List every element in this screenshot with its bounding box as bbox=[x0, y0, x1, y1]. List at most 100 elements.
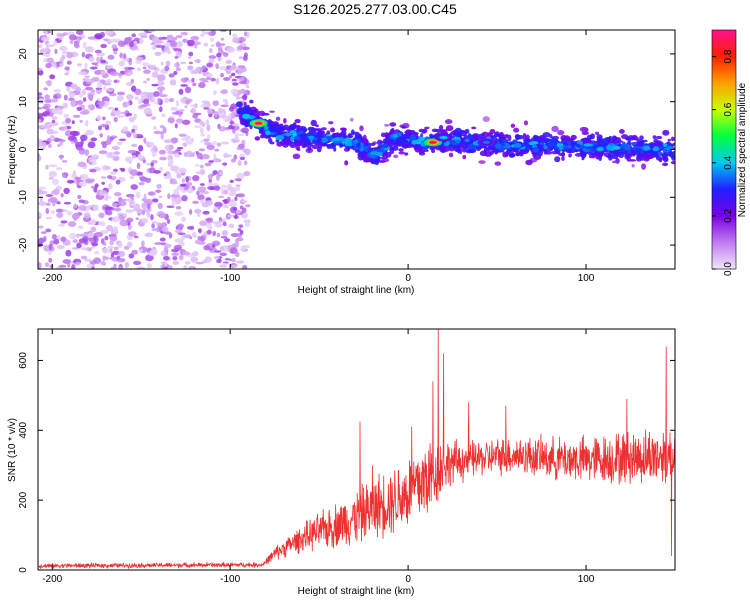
spectrogram-noise-cell bbox=[144, 178, 152, 183]
spectrogram-signal-cell bbox=[507, 134, 512, 141]
spectrogram-signal-cell bbox=[667, 138, 671, 142]
spectrogram-signal-cell bbox=[508, 151, 516, 158]
spectrogram-noise-cell bbox=[135, 60, 142, 65]
spectrogram-noise-cell bbox=[144, 232, 153, 238]
spectrogram-noise-cell bbox=[184, 140, 193, 145]
spectrogram-noise-cell bbox=[70, 83, 76, 89]
spectrogram-signal-cell bbox=[429, 145, 435, 151]
spectrogram-noise-cell bbox=[68, 34, 77, 41]
spectrogram-noise-cell bbox=[50, 61, 57, 68]
spectrogram-noise-cell bbox=[240, 245, 247, 252]
spectrogram-signal-cell bbox=[603, 152, 611, 157]
spectrogram-noise-cell bbox=[66, 52, 74, 59]
spectrogram-signal-cell bbox=[568, 153, 572, 158]
x-tick-label: -100 bbox=[220, 574, 240, 585]
spectrogram-noise-cell bbox=[49, 135, 56, 141]
spectrogram-noise-cell bbox=[51, 119, 56, 124]
spectrogram-ridge-cell bbox=[449, 139, 454, 145]
spectrogram-noise-cell bbox=[175, 149, 181, 152]
spectrogram-signal-cell bbox=[574, 153, 583, 157]
spectrogram-noise-cell bbox=[115, 179, 121, 185]
spectrogram-noise-cell bbox=[127, 149, 137, 154]
spectrogram-noise-cell bbox=[135, 56, 144, 61]
spectrogram-noise-cell bbox=[225, 70, 231, 74]
spectrogram-noise-cell bbox=[178, 167, 187, 174]
spectrogram-signal-cell bbox=[298, 125, 307, 130]
spectrogram-noise-cell bbox=[220, 184, 228, 189]
spectrogram-noise-cell bbox=[78, 181, 87, 187]
spectrogram-noise-cell bbox=[234, 132, 239, 138]
spectrogram-noise-cell bbox=[138, 248, 143, 253]
spectrogram-signal-cell bbox=[489, 150, 495, 155]
spectrogram-noise-cell bbox=[128, 61, 133, 66]
spectrogram-noise-cell bbox=[220, 188, 224, 195]
spectrogram-noise-cell bbox=[169, 181, 178, 185]
spectrogram-noise-cell bbox=[157, 223, 163, 227]
spectrogram-noise-cell bbox=[197, 194, 205, 201]
colorbar-gradient bbox=[711, 29, 737, 270]
spectrogram-noise-cell bbox=[238, 133, 245, 137]
spectrogram-noise-cell bbox=[141, 218, 149, 224]
spectrogram-noise-cell bbox=[73, 203, 78, 209]
spectrogram-noise-cell bbox=[63, 187, 70, 195]
spectrogram-noise-cell bbox=[72, 114, 81, 118]
spectrogram-noise-cell bbox=[44, 262, 50, 268]
spectrogram-signal-cell bbox=[468, 147, 477, 154]
spectrogram-noise-cell bbox=[151, 71, 159, 78]
spectrogram-signal-cell bbox=[626, 157, 632, 162]
spectrogram-noise-cell bbox=[184, 99, 191, 105]
y-tick-label: 200 bbox=[18, 491, 29, 508]
spectrogram-noise-cell bbox=[175, 50, 182, 58]
spectrogram-noise-cell bbox=[159, 213, 166, 219]
spectrogram-noise-cell bbox=[203, 138, 210, 142]
spectrogram-noise-cell bbox=[80, 173, 89, 181]
spectrogram-noise-cell bbox=[163, 255, 170, 261]
spectrogram-noise-cell bbox=[170, 40, 177, 48]
spectrogram-noise-cell bbox=[57, 224, 65, 227]
spectrogram-signal-cell bbox=[513, 127, 520, 133]
spectrogram-noise-cell bbox=[131, 128, 136, 133]
spectrogram-noise-cell bbox=[239, 205, 244, 210]
spectrogram-noise-cell bbox=[76, 177, 80, 184]
spectrogram-signal-cell bbox=[438, 125, 444, 130]
spectrogram-noise-cell bbox=[114, 109, 122, 116]
spectrogram-noise-cell bbox=[117, 242, 123, 248]
spectrogram-noise-cell bbox=[245, 84, 250, 89]
spectrogram-signal-cell bbox=[393, 154, 399, 159]
spectrogram-noise-cell bbox=[160, 133, 164, 140]
spectrogram-signal-cell bbox=[533, 135, 540, 139]
spectrogram-noise-cell bbox=[159, 88, 163, 95]
spectrogram-noise-cell bbox=[77, 161, 87, 168]
spectrogram-signal-cell bbox=[611, 160, 619, 164]
spectrogram-signal-cell bbox=[588, 155, 594, 159]
spectrogram-noise-cell bbox=[151, 228, 160, 232]
spectrogram-noise-cell bbox=[61, 174, 67, 178]
spectrogram-noise-cell bbox=[237, 160, 242, 167]
spectrogram-noise-cell bbox=[64, 66, 70, 71]
spectrogram-noise-cell bbox=[59, 62, 64, 68]
spectrogram-noise-cell bbox=[94, 183, 99, 188]
spectrogram-signal-cell bbox=[655, 135, 663, 140]
spectrogram-noise-cell bbox=[40, 231, 47, 234]
x-tick-label: 100 bbox=[578, 273, 595, 284]
spectrogram-signal-cell bbox=[525, 134, 530, 141]
spectrogram-signal-cell bbox=[246, 120, 250, 124]
spectrogram-noise-cell bbox=[66, 210, 73, 216]
spectrogram-signal-cell bbox=[297, 148, 301, 152]
spectrogram-noise-cell bbox=[47, 123, 56, 126]
spectrogram-noise-cell bbox=[233, 154, 238, 161]
spectrogram-noise-cell bbox=[63, 113, 70, 119]
spectrogram-noise-cell bbox=[204, 218, 212, 221]
spectrogram-noise-cell bbox=[237, 45, 244, 50]
spectrogram-noise-cell bbox=[213, 206, 218, 210]
spectrogram-noise-cell bbox=[105, 224, 114, 232]
spectrogram-noise-cell bbox=[238, 56, 244, 60]
spectrogram-signal-cell bbox=[668, 151, 674, 156]
spectrogram-noise-cell bbox=[46, 79, 52, 87]
spectrogram-noise-cell bbox=[72, 170, 77, 176]
spectrogram-noise-cell bbox=[194, 118, 202, 123]
spectrogram-noise-cell bbox=[200, 183, 205, 186]
spectrogram-ridge-cell bbox=[265, 130, 271, 136]
spectrogram-noise-cell bbox=[168, 264, 173, 269]
